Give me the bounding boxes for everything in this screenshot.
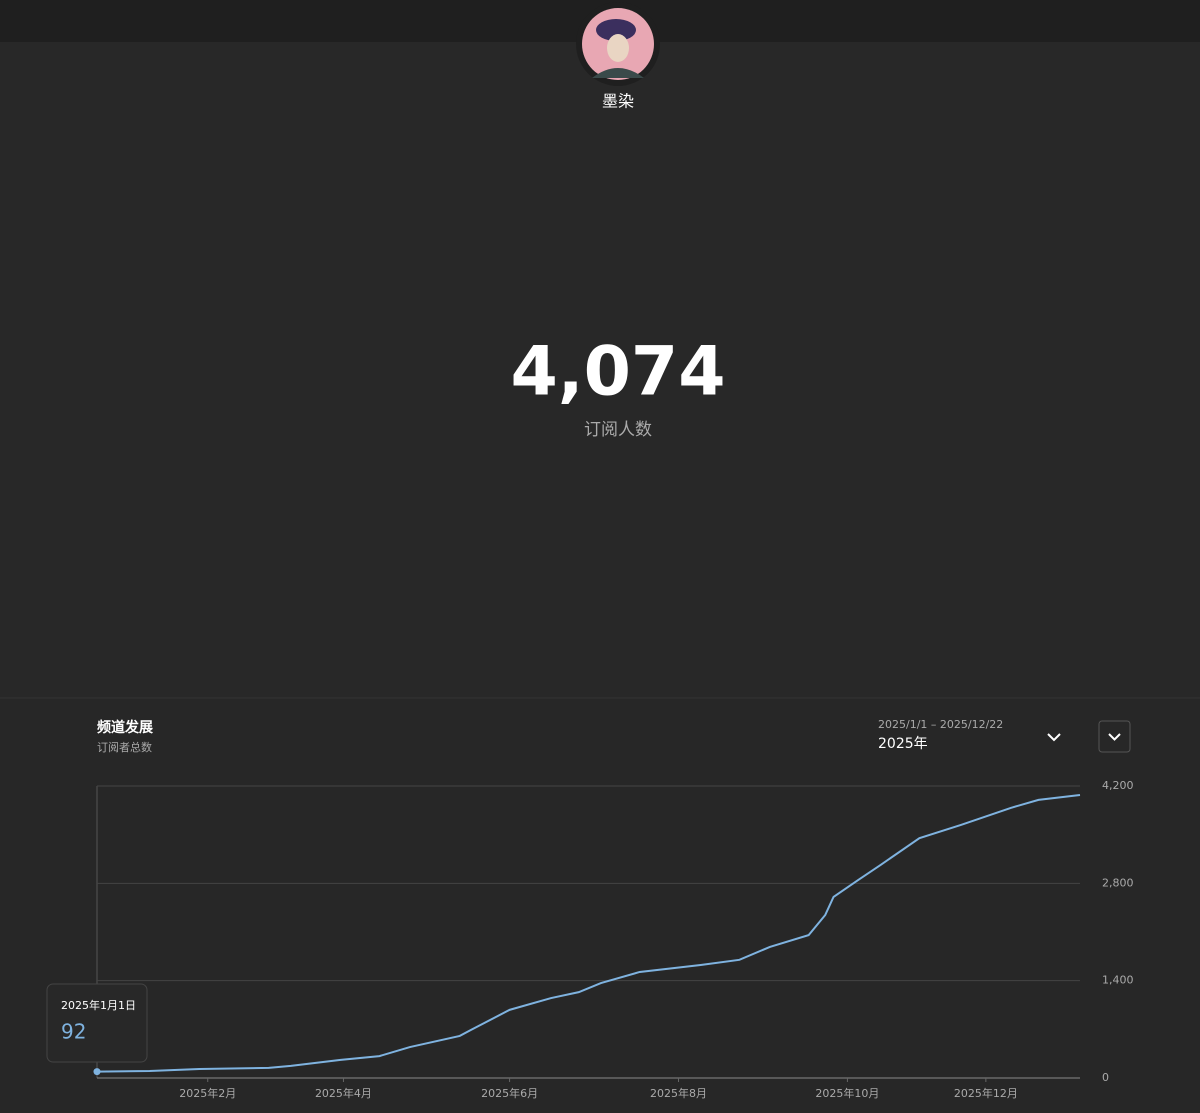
- date-range: 2025/1/1 – 2025/12/22: [878, 718, 1003, 731]
- y-tick-label: 4,200: [1102, 779, 1134, 792]
- x-tick-label: 2025年4月: [315, 1086, 372, 1100]
- x-tick-label: 2025年10月: [815, 1086, 879, 1100]
- period[interactable]: 2025年: [878, 736, 928, 752]
- series-line: [96, 794, 1081, 1073]
- plot: 0 1,400 2,800 4,200 2025年2月 2025年4月 2025年6月 202…: [93, 779, 1134, 1100]
- x-tick-label: 2025年8月: [650, 1086, 707, 1100]
- channel-name: 墨染: [602, 92, 634, 111]
- chart-panel: [0, 698, 1200, 1113]
- tooltip: [46, 983, 148, 1063]
- tooltip-date: 2025年1月1日: [61, 998, 136, 1012]
- x-tick-label: 2025年12月: [954, 1086, 1018, 1100]
- avatar-hair: [596, 19, 636, 41]
- panel-title: 频道发展: [97, 719, 153, 736]
- avatar-body: [592, 68, 644, 78]
- subscriber-label: 订阅人数: [584, 420, 652, 440]
- menu-button[interactable]: [1098, 720, 1131, 753]
- subscriber-count: 4,074: [510, 333, 725, 412]
- y-tick-label: 0: [1102, 1071, 1109, 1084]
- tooltip-value: 92: [61, 1020, 86, 1044]
- hover-point: [93, 1068, 101, 1076]
- menu-chevron: [1108, 733, 1121, 741]
- avatar-face: [607, 34, 629, 62]
- x-tick-label: 2025年6月: [481, 1086, 538, 1100]
- period-dropdown[interactable]: [1047, 733, 1061, 742]
- x-tick-label: 2025年2月: [179, 1086, 236, 1100]
- y-tick-label: 2,800: [1102, 876, 1134, 889]
- y-tick-label: 1,400: [1102, 974, 1134, 987]
- panel-subtitle: 订阅者总数: [97, 740, 152, 754]
